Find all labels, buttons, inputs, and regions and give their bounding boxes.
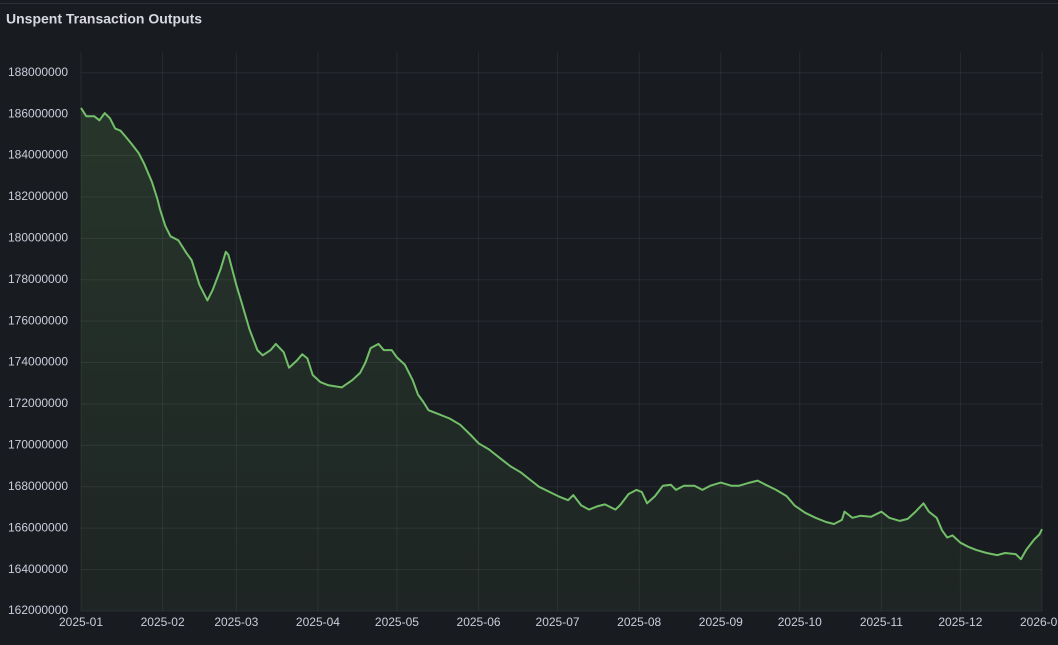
y-tick-label: 184000000	[8, 148, 68, 162]
x-tick-label: 2025-10	[778, 615, 822, 629]
x-tick-label: 2025-06	[457, 615, 501, 629]
x-tick-label: 2026-01	[1020, 615, 1058, 629]
y-tick-label: 164000000	[8, 562, 68, 576]
x-tick-label: 2025-07	[536, 615, 580, 629]
x-tick-label: 2025-09	[699, 615, 743, 629]
x-tick-label: 2025-05	[375, 615, 419, 629]
x-tick-label: 2025-12	[938, 615, 982, 629]
panel-title: Unspent Transaction Outputs	[6, 11, 202, 27]
y-tick-label: 188000000	[8, 65, 68, 79]
series-area	[81, 107, 1042, 612]
x-tick-label: 2025-08	[617, 615, 661, 629]
y-tick-label: 174000000	[8, 355, 68, 369]
y-tick-label: 166000000	[8, 520, 68, 534]
y-tick-label: 170000000	[8, 438, 68, 452]
y-tick-label: 180000000	[8, 231, 68, 245]
x-tick-label: 2025-01	[59, 615, 103, 629]
y-tick-label: 172000000	[8, 396, 68, 410]
y-tick-label: 182000000	[8, 189, 68, 203]
x-tick-label: 2025-02	[141, 615, 185, 629]
series-line	[80, 107, 1043, 561]
y-tick-label: 176000000	[8, 313, 68, 327]
x-tick-label: 2025-04	[296, 615, 340, 629]
x-tick-label: 2025-03	[214, 615, 258, 629]
y-tick-label: 162000000	[8, 603, 68, 617]
y-tick-label: 178000000	[8, 272, 68, 286]
plot-area: 162000000 164000000 166000000 168000000 1700…	[8, 52, 1058, 629]
y-tick-label: 168000000	[8, 479, 68, 493]
x-tick-label: 2025-11	[860, 615, 903, 629]
y-tick-label: 186000000	[8, 106, 68, 120]
